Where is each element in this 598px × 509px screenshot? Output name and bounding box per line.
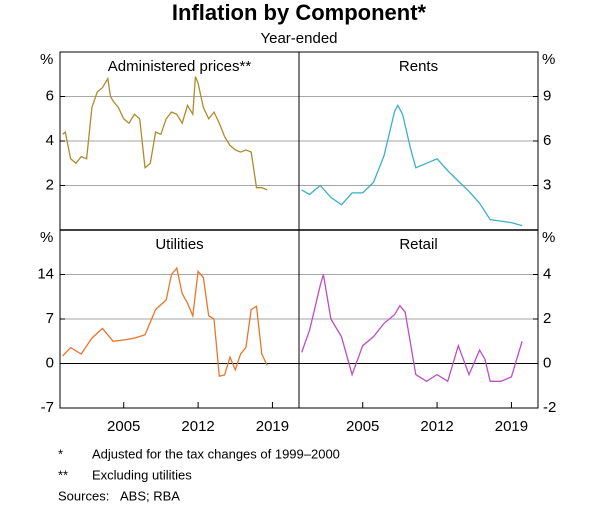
series-line [62, 76, 268, 191]
note-symbol: * [58, 446, 63, 461]
x-tick-label: 2012 [181, 418, 214, 435]
y-axis-label: % [542, 229, 555, 246]
x-tick-label: 2005 [107, 418, 140, 435]
y-tick-label: 6 [46, 87, 54, 104]
y-tick-label: 2 [46, 176, 54, 193]
x-tick-label: 2019 [256, 418, 289, 435]
series-line [301, 104, 523, 227]
y-tick-label: 7 [46, 310, 54, 327]
y-tick-label: -2 [543, 399, 556, 416]
panel-title: Rents [399, 58, 438, 75]
sources-text: ABS; RBA [120, 488, 180, 503]
y-tick-label: 14 [37, 265, 54, 282]
y-tick-label: 0 [46, 354, 54, 371]
chart-title: Inflation by Component* [172, 0, 427, 25]
panel-title: Retail [399, 236, 437, 253]
series-line [301, 274, 523, 383]
y-axis-label: % [40, 229, 53, 246]
y-tick-label: 9 [543, 87, 551, 104]
series-line [62, 266, 268, 378]
note-text: Excluding utilities [92, 467, 192, 482]
panel-title: Utilities [155, 236, 203, 253]
y-tick-label: 2 [543, 310, 551, 327]
y-axis-label: % [40, 51, 53, 68]
note-text: Adjusted for the tax changes of 1999–200… [92, 446, 340, 461]
note-symbol: ** [58, 467, 68, 482]
y-tick-label: 4 [46, 132, 54, 149]
x-tick-label: 2005 [346, 418, 379, 435]
y-tick-label: 4 [543, 265, 551, 282]
y-tick-label: 3 [543, 176, 551, 193]
y-tick-label: 6 [543, 132, 551, 149]
y-tick-label: 0 [543, 354, 551, 371]
y-axis-label: % [542, 51, 555, 68]
sources-label: Sources: [58, 488, 109, 503]
y-tick-label: -7 [41, 399, 54, 416]
chart-subtitle: Year-ended [260, 30, 337, 47]
x-tick-label: 2012 [420, 418, 453, 435]
x-tick-label: 2019 [495, 418, 528, 435]
panel-title: Administered prices** [108, 58, 252, 75]
